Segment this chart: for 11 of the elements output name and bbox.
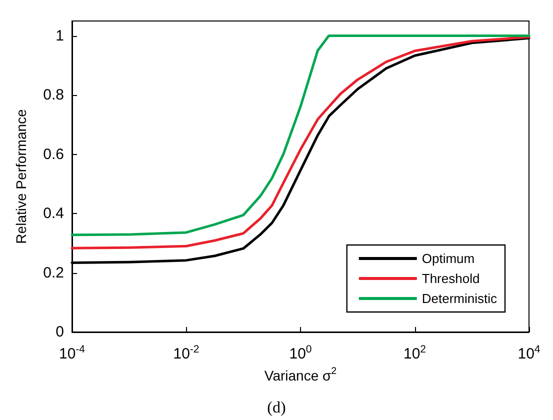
legend-label: Optimum	[422, 251, 475, 266]
text: (d)	[267, 400, 286, 416]
y-tick-label: 0.4	[43, 205, 64, 222]
y-tick-label: 1	[56, 27, 64, 44]
y-tick-label: 0.8	[43, 86, 64, 104]
y-tick-label: 0.6	[43, 146, 64, 163]
legend-label: Threshold	[422, 271, 480, 286]
y-tick-label: 0.2	[43, 264, 64, 282]
y-tick-label: 0	[56, 324, 64, 340]
y-axis-title: Relative Performance	[13, 108, 29, 244]
legend-label: Deterministic	[422, 291, 498, 306]
